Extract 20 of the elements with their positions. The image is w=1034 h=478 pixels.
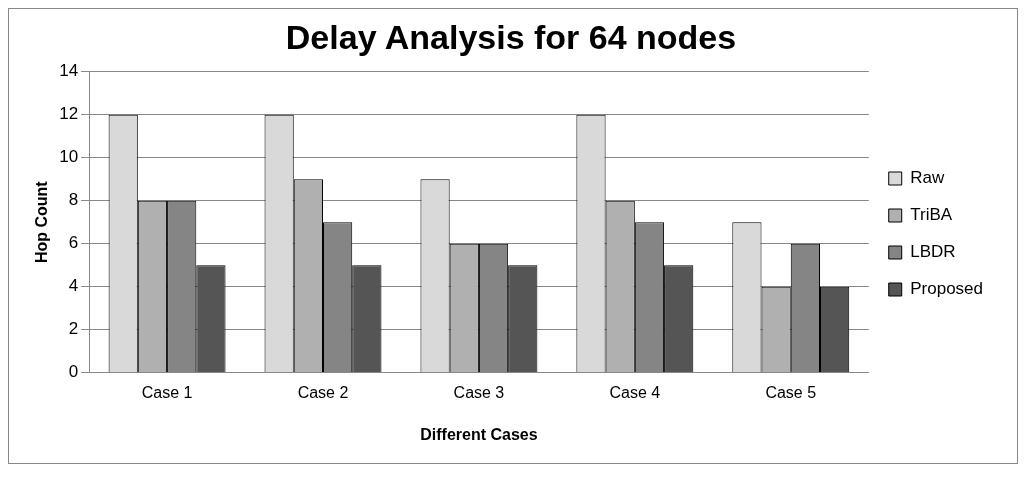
x-tick-label: Case 1 xyxy=(141,383,193,401)
y-tick-label: 0 xyxy=(68,362,79,382)
y-tick-label: 8 xyxy=(68,190,79,210)
y-tick-label: 12 xyxy=(59,104,79,124)
x-tick-label: Case 3 xyxy=(453,383,505,401)
chart-title: Delay Analysis for 64 nodes xyxy=(285,17,737,56)
y-tick-label: 10 xyxy=(59,147,79,167)
x-tick-label: Case 2 xyxy=(297,383,349,401)
y-tick-label: 14 xyxy=(59,61,79,81)
legend-label: Raw xyxy=(910,168,945,188)
legend-label: Proposed xyxy=(910,279,984,299)
y-axis-title: Hop Count xyxy=(33,180,51,264)
y-tick-label: 4 xyxy=(68,276,79,296)
y-tick-label: 2 xyxy=(68,319,79,339)
legend-label: LBDR xyxy=(910,242,956,262)
y-tick-label: 6 xyxy=(68,233,79,253)
legend-label: TriBA xyxy=(910,205,953,225)
x-axis-title: Different Cases xyxy=(420,425,538,443)
x-tick-label: Case 4 xyxy=(609,383,661,401)
x-tick-label: Case 5 xyxy=(765,383,817,401)
